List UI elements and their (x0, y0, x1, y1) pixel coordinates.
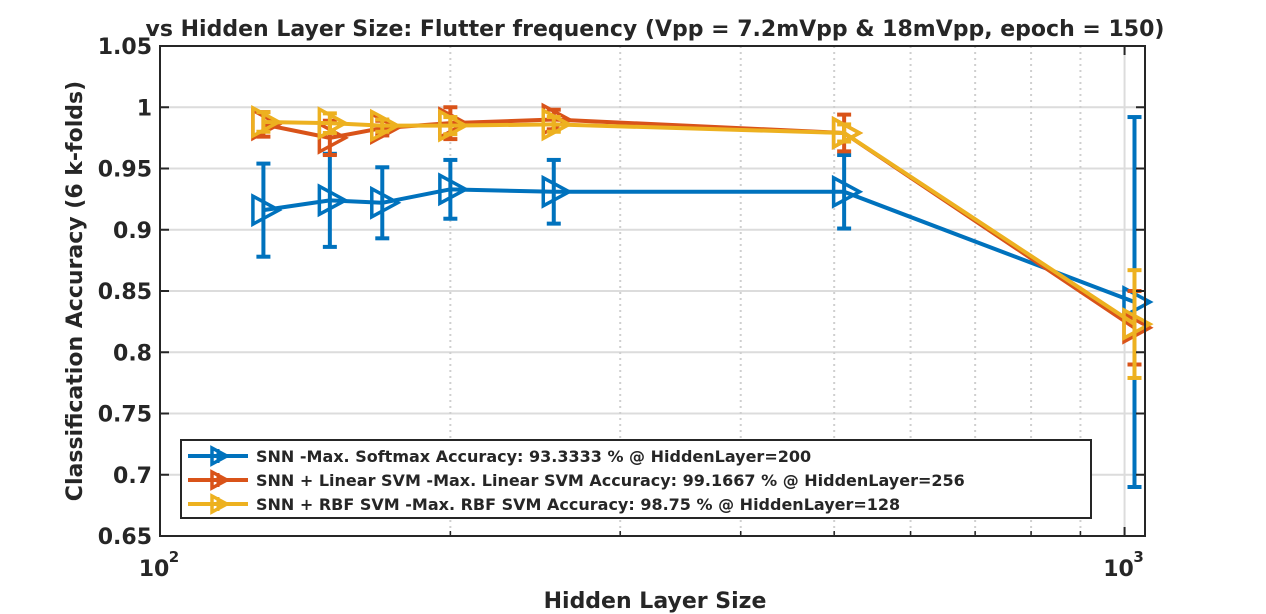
legend-box (180, 439, 1092, 519)
data-point (541, 107, 573, 142)
legend-marker (210, 469, 231, 491)
x-tick-label-exponent: 2 (169, 548, 179, 566)
data-point (317, 183, 349, 218)
y-tick-label: 0.9 (113, 219, 152, 244)
data-point (251, 193, 283, 228)
y-tick-label: 1.05 (98, 35, 152, 60)
y-tick-label: 0.85 (98, 280, 152, 305)
legend-entry-3: SNN + RBF SVM -Max. RBF SVM Accuracy: 98… (188, 493, 900, 515)
chart-title: vs Hidden Layer Size: Flutter frequency … (146, 17, 1165, 42)
series-3 (251, 105, 1154, 380)
legend-label: SNN + RBF SVM -Max. RBF SVM Accuracy: 98… (256, 495, 900, 514)
legend: SNN -Max. Softmax Accuracy: 93.3333 % @ … (180, 439, 1092, 519)
y-tick-label: 1 (137, 96, 152, 121)
legend-entry-1: SNN -Max. Softmax Accuracy: 93.3333 % @ … (188, 445, 811, 467)
x-axis-label: Hidden Layer Size (544, 589, 767, 614)
series-layer (251, 102, 1154, 489)
legend-marker (210, 445, 231, 467)
y-tick-label: 0.65 (98, 525, 152, 550)
legend-label: SNN + Linear SVM -Max. Linear SVM Accura… (256, 471, 965, 490)
data-point (438, 172, 470, 207)
data-point (1122, 307, 1154, 342)
data-point (317, 106, 349, 141)
y-tick-label: 0.7 (113, 464, 152, 489)
data-point (541, 174, 573, 209)
data-point (370, 108, 402, 143)
data-point (831, 174, 864, 209)
x-tick-label: 10 (1103, 557, 1134, 582)
data-point (370, 185, 402, 220)
data-point (438, 108, 470, 143)
data-point (1122, 285, 1154, 319)
y-axis-label: Classification Accuracy (6 k-folds) (63, 81, 88, 501)
x-tick-label: 10 (139, 557, 170, 582)
y-tick-label: 0.75 (98, 403, 152, 428)
data-point (831, 116, 864, 150)
x-tick-label-exponent: 3 (1133, 548, 1143, 566)
legend-entry-2: SNN + Linear SVM -Max. Linear SVM Accura… (188, 469, 965, 491)
legend-marker (210, 493, 231, 515)
y-tick-label: 0.8 (113, 341, 152, 366)
data-point (251, 105, 283, 139)
y-tick-label: 0.95 (98, 158, 152, 183)
legend-label: SNN -Max. Softmax Accuracy: 93.3333 % @ … (256, 447, 811, 466)
